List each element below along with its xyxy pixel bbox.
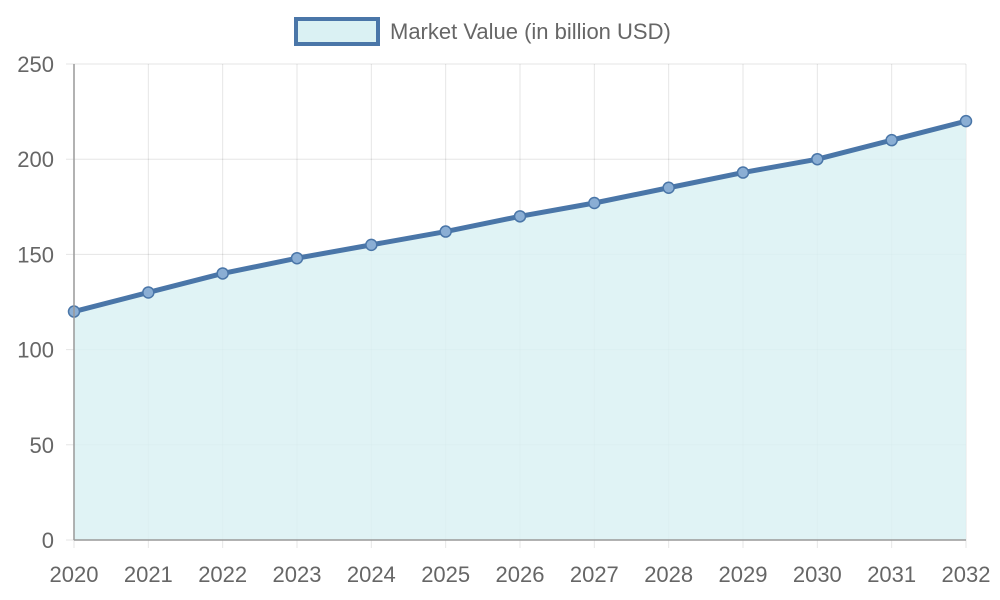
x-tick-label: 2020 — [50, 562, 99, 587]
x-tick-label: 2026 — [496, 562, 545, 587]
data-point — [662, 181, 675, 195]
y-tick-label: 150 — [17, 242, 54, 267]
data-point — [736, 166, 750, 179]
x-axis-ticks: 2020 2021 2022 2023 2024 2025 2026 2027 2028 2029… — [50, 562, 991, 587]
x-tick-label: 2025 — [421, 562, 470, 587]
data-point — [290, 251, 304, 265]
x-tick-label: 2029 — [719, 562, 768, 587]
x-tick-label: 2028 — [644, 562, 693, 587]
legend-swatch — [294, 17, 380, 46]
x-tick-label: 2023 — [273, 562, 322, 587]
y-tick-label: 50 — [30, 433, 54, 458]
x-tick-label: 2027 — [570, 562, 619, 587]
x-tick-label: 2024 — [347, 562, 396, 587]
data-point — [513, 210, 527, 223]
data-point — [216, 267, 229, 280]
plot-area — [67, 114, 973, 541]
series-area-fill — [74, 121, 966, 541]
x-tick-label: 2032 — [942, 562, 991, 587]
data-point — [959, 114, 973, 128]
data-point — [365, 238, 378, 252]
axes — [73, 64, 966, 541]
data-point — [142, 286, 155, 299]
x-tick-label: 2030 — [793, 562, 842, 587]
x-tick-label: 2031 — [867, 562, 916, 587]
legend-label: Market Value (in billion USD) — [390, 19, 671, 44]
data-point — [811, 152, 824, 166]
x-tick-label: 2022 — [198, 562, 247, 587]
y-axis-ticks: 0 50 100 150 200 250 — [17, 52, 54, 553]
data-point — [885, 133, 898, 147]
y-tick-label: 0 — [42, 528, 54, 553]
y-tick-label: 200 — [17, 147, 54, 172]
x-tick-label: 2021 — [124, 562, 173, 587]
y-tick-label: 100 — [17, 338, 54, 363]
legend[interactable]: Market Value (in billion USD) — [294, 17, 671, 46]
data-point — [439, 225, 452, 238]
data-point — [588, 196, 601, 210]
y-tick-label: 250 — [17, 52, 54, 77]
